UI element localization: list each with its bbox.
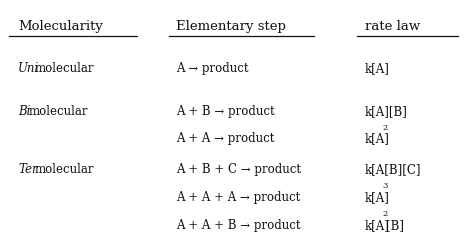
Text: Ter: Ter [18, 163, 38, 176]
Text: Uni: Uni [18, 62, 39, 75]
Text: [B]: [B] [386, 219, 404, 232]
Text: rate law: rate law [365, 20, 420, 33]
Text: A + B → product: A + B → product [176, 105, 275, 118]
Text: A + A + B → product: A + A + B → product [176, 219, 301, 232]
Text: k[A]: k[A] [365, 132, 390, 146]
Text: 2: 2 [383, 210, 388, 218]
Text: molecular: molecular [34, 163, 94, 176]
Text: k[A]: k[A] [365, 219, 390, 232]
Text: Elementary step: Elementary step [176, 20, 286, 33]
Text: molecular: molecular [34, 62, 94, 75]
Text: k[A[B][C]: k[A[B][C] [365, 163, 421, 176]
Text: 2: 2 [383, 123, 388, 132]
Text: A + A → product: A + A → product [176, 132, 275, 146]
Text: A + B + C → product: A + B + C → product [176, 163, 301, 176]
Text: 3: 3 [383, 182, 388, 190]
Text: k[A]: k[A] [365, 62, 390, 75]
Text: Molecularity: Molecularity [18, 20, 103, 33]
Text: A → product: A → product [176, 62, 249, 75]
Text: A + A + A → product: A + A + A → product [176, 191, 301, 204]
Text: Bi: Bi [18, 105, 30, 118]
Text: k[A][B]: k[A][B] [365, 105, 408, 118]
Text: molecular: molecular [29, 105, 88, 118]
Text: k[A]: k[A] [365, 191, 390, 204]
